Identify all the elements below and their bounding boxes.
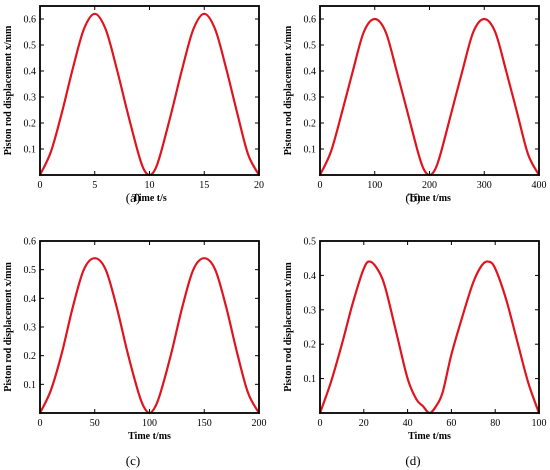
y-tick-label: 0.3 (24, 323, 37, 334)
panel-caption: (c) (126, 453, 140, 468)
y-tick-label: 0.6 (24, 15, 37, 26)
y-tick-label: 0.2 (304, 340, 317, 351)
panel-c: 0 50 100 150 200 0.1 0.2 0.3 0.4 0.5 0.6 Time t/ms P… (3, 237, 267, 469)
y-tick-label: 0.3 (304, 93, 317, 104)
y-tick-label: 0.1 (24, 380, 37, 391)
y-tick-label: 0.3 (304, 305, 317, 316)
plot-frame (39, 240, 260, 414)
y-tick-label: 0.2 (24, 119, 37, 130)
x-tick-label: 200 (422, 180, 437, 191)
x-tick-label: 0 (318, 418, 323, 429)
x-tick-label: 5 (92, 180, 97, 191)
x-axis-label: Time t/ms (408, 193, 451, 204)
x-tick-label: 80 (490, 418, 500, 429)
panel-caption: (d) (405, 453, 420, 468)
panel-d: 0 20 40 60 80 100 0.1 0.2 0.3 0.4 0.5 Time t/ms Pist… (283, 237, 547, 469)
x-tick-label: 40 (403, 418, 413, 429)
plot-frame (39, 5, 260, 176)
x-tick-label: 300 (477, 180, 492, 191)
x-tick-label: 100 (142, 418, 157, 429)
x-tick-label: 60 (446, 418, 456, 429)
series-line-0 (318, 260, 541, 415)
y-tick-label: 0.2 (304, 119, 317, 130)
plot-frame (319, 5, 540, 176)
y-tick-label: 0.5 (304, 237, 317, 248)
x-tick-label: 150 (197, 418, 212, 429)
x-tick-label: 50 (90, 418, 100, 429)
y-tick-label: 0.4 (304, 271, 317, 282)
x-axis-label: Time t/ms (128, 431, 171, 442)
y-tick-label: 0.4 (24, 67, 37, 78)
x-tick-label: 0 (38, 418, 43, 429)
y-tick-label: 0.1 (304, 145, 317, 156)
x-tick-label: 400 (532, 180, 547, 191)
y-tick-label: 0.1 (24, 145, 37, 156)
y-axis-label: Piston rod displacement x/mm (283, 262, 294, 392)
x-tick-label: 0 (318, 180, 323, 191)
x-tick-label: 100 (532, 418, 547, 429)
y-tick-label: 0.3 (24, 93, 37, 104)
series-line-0 (38, 12, 261, 177)
y-axis-label: Piston rod displacement x/mm (3, 25, 14, 155)
x-tick-label: 10 (145, 180, 155, 191)
y-tick-label: 0.6 (24, 237, 37, 248)
panel-caption: (b) (405, 190, 420, 205)
x-tick-label: 20 (254, 180, 264, 191)
panel-caption: (a) (126, 190, 140, 205)
y-tick-label: 0.1 (304, 374, 317, 385)
x-tick-label: 20 (359, 418, 369, 429)
y-tick-label: 0.2 (24, 351, 37, 362)
x-tick-label: 0 (38, 180, 43, 191)
y-tick-label: 0.4 (24, 294, 37, 305)
x-tick-label: 100 (367, 180, 382, 191)
series-line-0 (318, 17, 541, 177)
series-line-0 (38, 257, 261, 415)
y-axis-label: Piston rod displacement x/mm (283, 25, 294, 155)
x-tick-label: 15 (199, 180, 209, 191)
y-tick-label: 0.4 (304, 67, 317, 78)
panel-b: 0 100 200 300 400 0.1 0.2 0.3 0.4 0.5 0.6 Time t/ms… (283, 5, 547, 205)
y-tick-label: 0.6 (304, 15, 317, 26)
y-axis-label: Piston rod displacement x/mm (3, 262, 14, 392)
x-axis-label: Time t/ms (408, 431, 451, 442)
y-tick-label: 0.5 (304, 41, 317, 52)
x-axis-label: Time t/s (132, 193, 167, 204)
panel-a: 0 5 10 15 20 0.1 0.2 0.3 0.4 0.5 0.6 Time t/s Piston… (3, 5, 264, 205)
plot-frame (319, 240, 540, 414)
x-tick-label: 200 (252, 418, 267, 429)
y-tick-label: 0.5 (24, 41, 37, 52)
y-tick-label: 0.5 (24, 265, 37, 276)
